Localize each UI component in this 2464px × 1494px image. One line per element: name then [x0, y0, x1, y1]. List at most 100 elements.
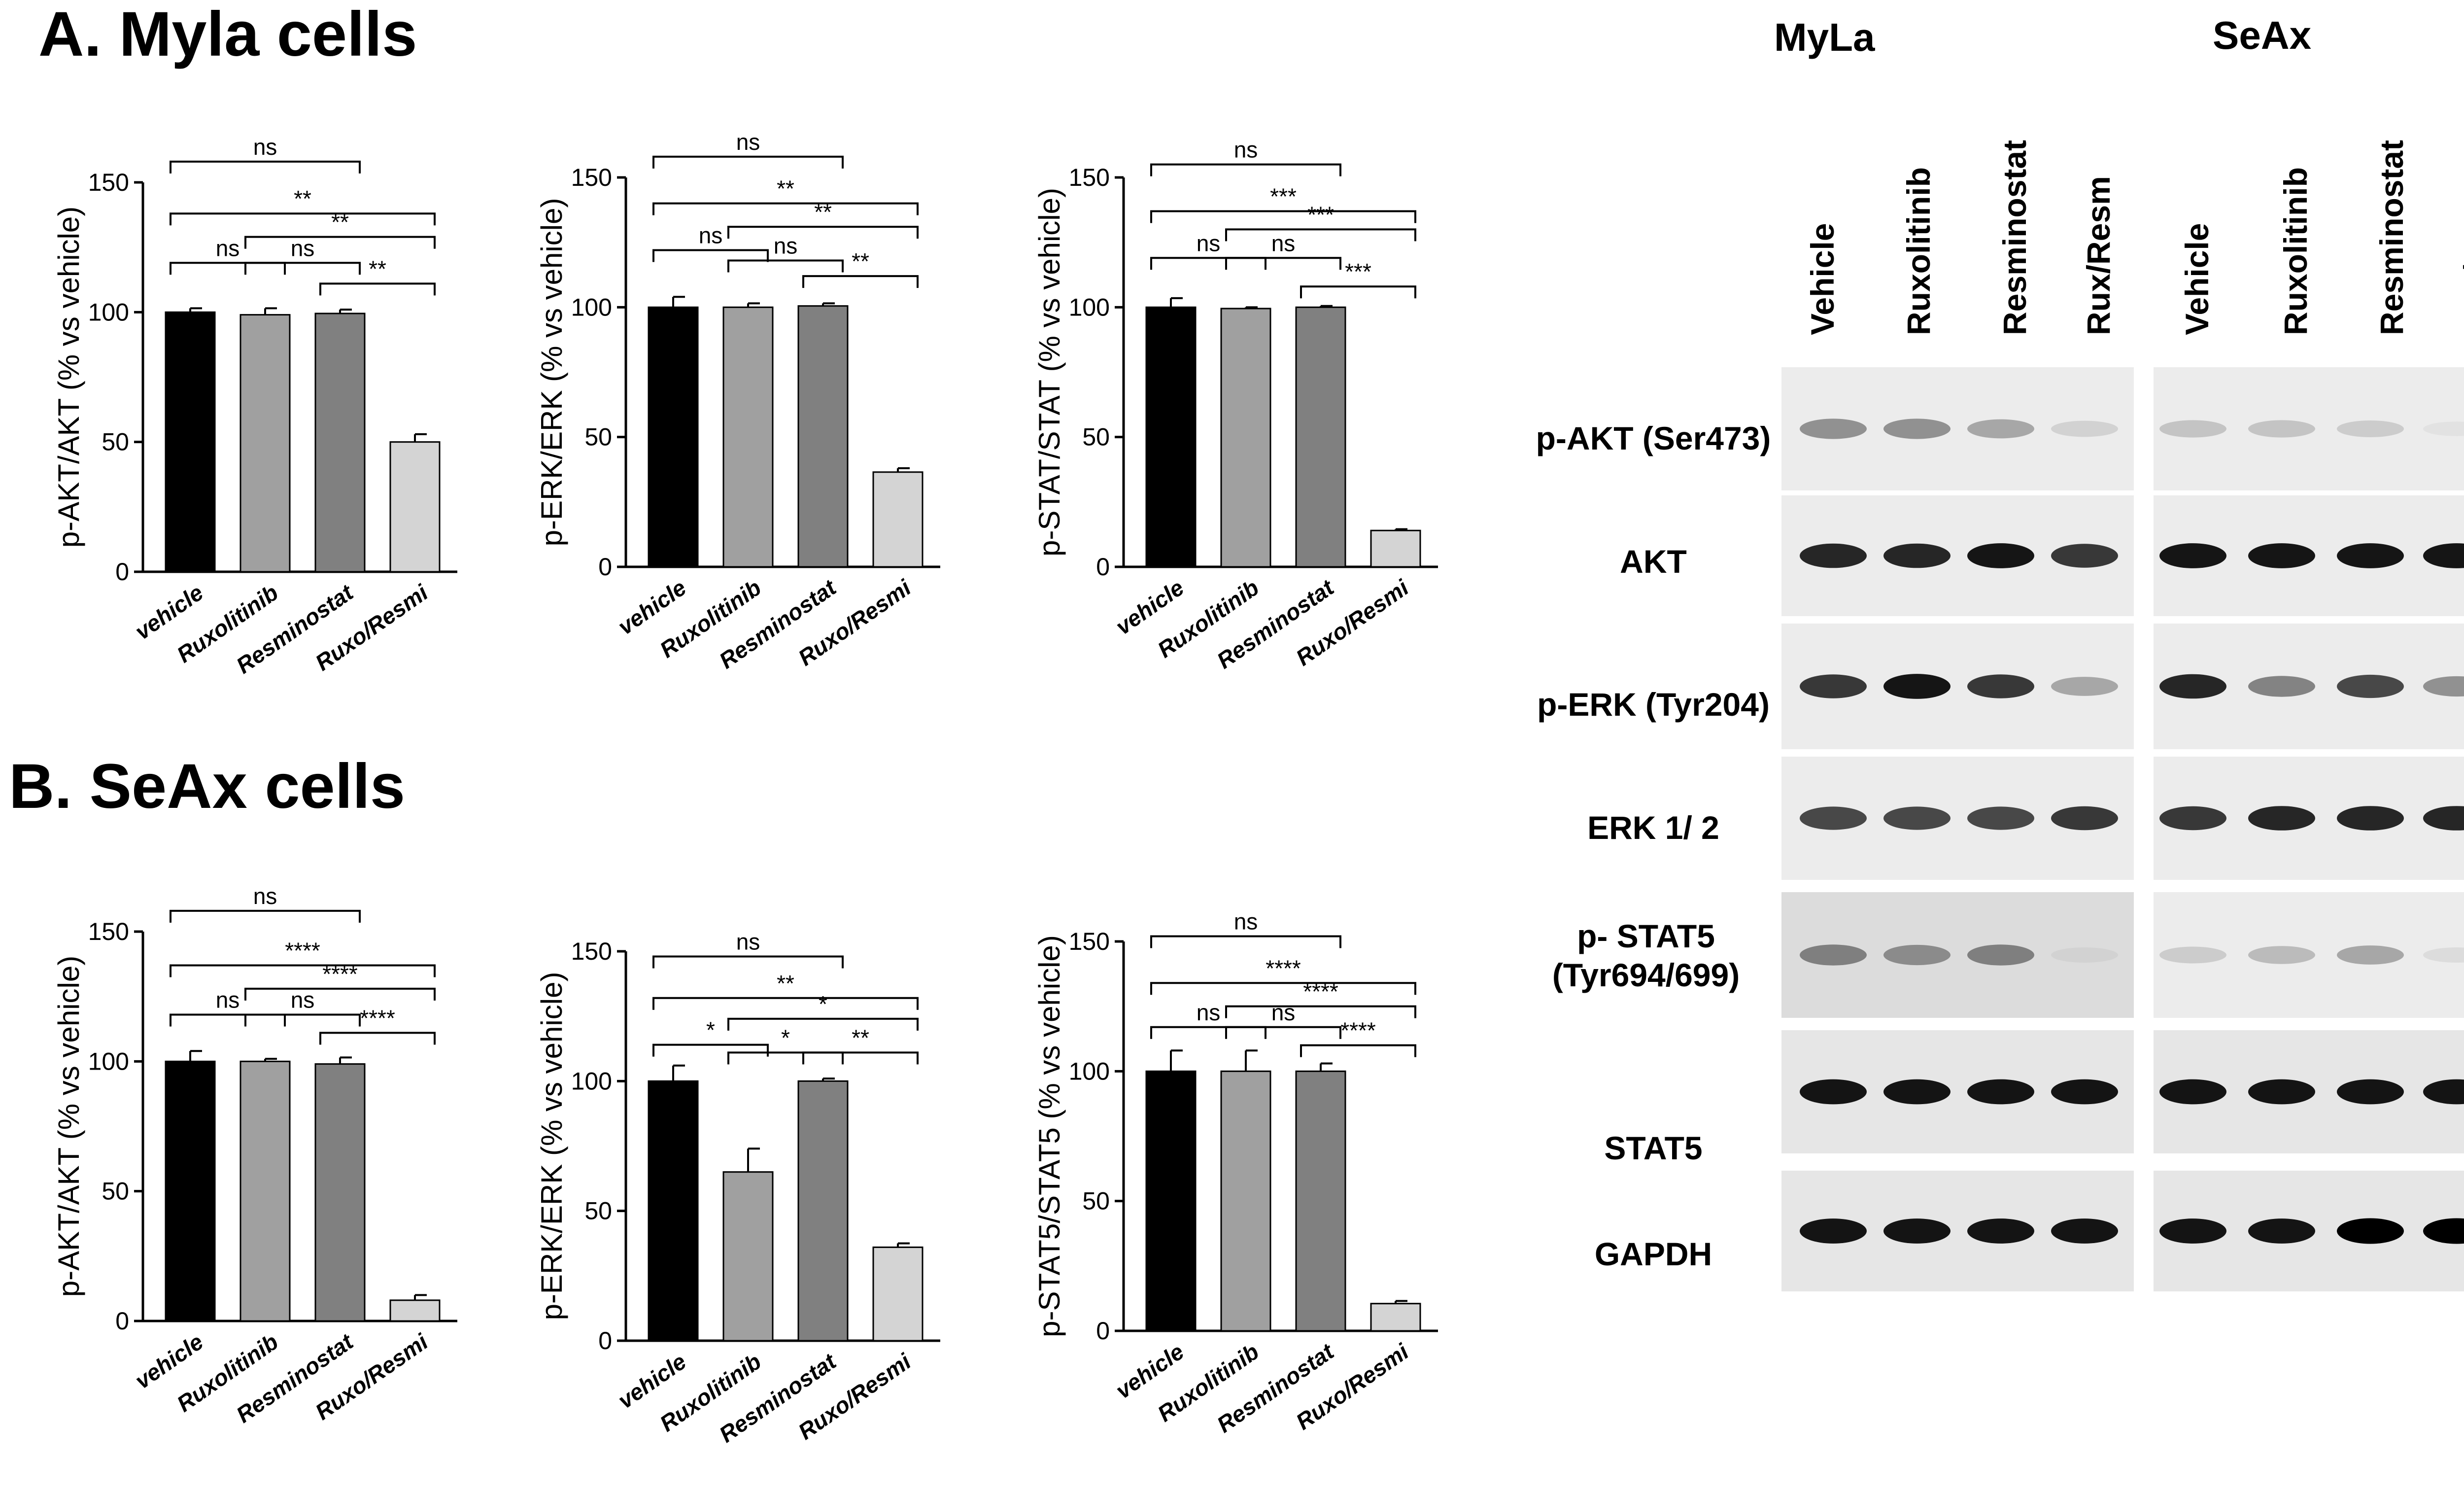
y-tick-label: 100	[88, 298, 129, 326]
significance-bracket	[244, 1013, 361, 1027]
significance-bracket	[1150, 1026, 1266, 1039]
y-tick-label: 100	[88, 1047, 129, 1075]
blot-background	[2154, 624, 2464, 749]
blot-background	[1781, 367, 2134, 490]
y-tick-label: 50	[102, 428, 129, 456]
significance-label: ns	[253, 134, 277, 160]
significance-label: ns	[291, 987, 315, 1013]
blot-band	[2051, 806, 2118, 831]
blot-band	[2337, 806, 2404, 831]
blot-row-label: AKT	[1620, 543, 1687, 580]
blot-strip	[2154, 624, 2464, 749]
blot-band	[2051, 420, 2118, 437]
y-tick-label: 0	[598, 553, 612, 581]
blot-band	[2159, 946, 2226, 964]
significance-bracket	[1150, 257, 1266, 270]
y-tick-label: 0	[115, 558, 129, 586]
significance-bracket	[1225, 257, 1341, 270]
blot-column-label: Rux/Resm	[2457, 176, 2464, 335]
blot-band	[2051, 1079, 2118, 1105]
bar	[389, 441, 441, 573]
blot-band	[1967, 1079, 2034, 1105]
significance-label: ns	[1234, 908, 1258, 934]
y-tick-label: 150	[571, 938, 612, 965]
blot-strip	[1781, 892, 2134, 1018]
blot-strip	[1781, 624, 2134, 749]
blot-background	[2154, 367, 2464, 490]
bar	[648, 1080, 699, 1342]
y-tick-label: 150	[88, 918, 129, 945]
y-tick-label: 0	[1096, 1317, 1110, 1345]
blot-group-seax: SeAx	[2213, 13, 2312, 57]
bar	[872, 471, 924, 568]
blot-band	[1800, 944, 1867, 966]
blot-band	[2248, 543, 2315, 568]
blot-strip	[2154, 1030, 2464, 1153]
blot-band	[1883, 674, 1951, 699]
significance-label: ns	[1197, 1000, 1221, 1025]
bar	[1370, 1303, 1421, 1332]
blot-strip	[2154, 757, 2464, 880]
y-tick-label: 0	[1096, 553, 1110, 581]
bar	[722, 306, 774, 568]
panel-b-title: B. SeAx cells	[9, 751, 405, 822]
significance-bracket	[652, 249, 769, 262]
significance-bracket	[802, 1051, 919, 1065]
y-tick-label: 0	[598, 1327, 612, 1355]
bar	[314, 313, 366, 573]
significance-bracket	[802, 275, 919, 288]
blot-background	[2154, 757, 2464, 880]
blot-band	[2248, 806, 2315, 831]
significance-label: ns	[216, 987, 240, 1013]
blot-band	[2423, 676, 2464, 697]
blot-band	[2248, 1079, 2315, 1105]
y-tick-label: 50	[1082, 1187, 1110, 1215]
blot-background	[2154, 892, 2464, 1018]
significance-bracket	[319, 1032, 436, 1045]
significance-label: ns	[1234, 137, 1258, 163]
blot-background	[1781, 1030, 2134, 1153]
blot-background	[1781, 1171, 2134, 1291]
blot-band	[1967, 806, 2034, 830]
blot-band	[2337, 674, 2404, 698]
significance-label: **	[814, 199, 832, 225]
blot-column-label: Ruxolitinib	[2277, 167, 2314, 335]
bar	[722, 1171, 774, 1342]
significance-label: ns	[253, 883, 277, 909]
y-axis-label: p-STAT5/STAT5 (% vs vehicle)	[1033, 935, 1066, 1337]
significance-label: ns	[736, 929, 760, 955]
blot-band	[2159, 543, 2226, 568]
bar	[797, 1080, 849, 1342]
bar	[1220, 1070, 1271, 1332]
significance-label: ns	[736, 129, 760, 155]
blot-band	[2423, 1079, 2464, 1105]
significance-bracket	[170, 1013, 286, 1027]
significance-label: **	[852, 1025, 869, 1050]
blot-row-label: p- STAT5 (Tyr694/699)	[1552, 918, 1740, 994]
blot-strip	[2154, 1171, 2464, 1291]
significance-label: **	[852, 248, 869, 274]
bar	[240, 314, 291, 573]
blot-strip	[1781, 1030, 2134, 1153]
blot-strip	[1781, 1171, 2134, 1291]
y-tick-label: 50	[102, 1178, 129, 1205]
bar	[1295, 306, 1346, 568]
blot-band	[1883, 944, 1951, 966]
significance-label: ***	[1270, 183, 1297, 209]
significance-bracket	[652, 955, 844, 969]
blot-strip	[2154, 495, 2464, 616]
significance-label: ns	[774, 233, 798, 259]
blot-column-label: Resminostat	[2373, 139, 2410, 335]
significance-bracket	[1150, 163, 1341, 176]
significance-label: ns	[1271, 230, 1296, 256]
y-tick-label: 100	[1069, 293, 1110, 321]
blot-band	[2248, 946, 2315, 964]
significance-bracket	[652, 202, 919, 215]
blot-band	[2051, 544, 2118, 568]
blot-column-label: Rux/Resm	[2080, 176, 2117, 335]
significance-bracket	[1225, 1005, 1416, 1018]
significance-bracket	[1300, 1044, 1416, 1057]
